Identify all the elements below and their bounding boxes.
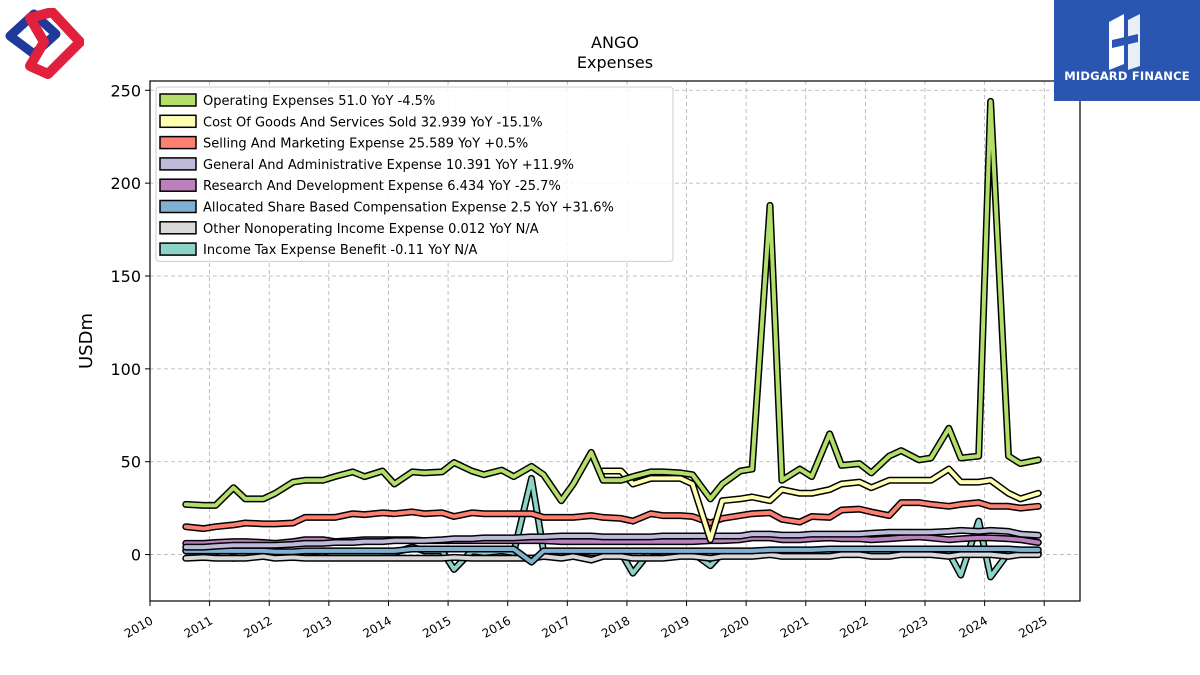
series-line <box>183 476 1041 579</box>
legend-label: Research And Development Expense 6.434 Y… <box>203 179 561 194</box>
legend-swatch <box>159 157 197 171</box>
series-outline <box>182 474 1042 581</box>
x-tick-label: 2011 <box>182 613 215 640</box>
legend-label: Other Nonoperating Income Expense 0.012 … <box>203 222 539 237</box>
brand-logo-icon <box>5 8 84 79</box>
brand-name: MIDGARD FINANCE <box>1064 69 1190 83</box>
y-tick-label: 250 <box>110 81 141 100</box>
x-tick-label: 2013 <box>301 613 334 640</box>
x-tick-label: 2020 <box>718 613 751 640</box>
y-tick-label: 0 <box>131 546 141 565</box>
chart-title: ANGO <box>591 33 639 52</box>
legend-label: General And Administrative Expense 10.39… <box>203 158 574 173</box>
x-tick-label: 2021 <box>778 613 811 640</box>
legend-swatch <box>159 242 197 256</box>
x-tick-label: 2014 <box>361 613 394 640</box>
legend-swatch <box>159 135 197 150</box>
y-tick-label: 50 <box>121 453 141 472</box>
y-tick-label: 100 <box>110 360 141 379</box>
brand-box: MIDGARD FINANCE <box>1054 0 1200 101</box>
x-tick-label: 2022 <box>837 613 870 640</box>
x-tick-label: 2015 <box>420 613 453 640</box>
x-tick-label: 2023 <box>897 613 930 640</box>
x-tick-label: 2019 <box>659 613 692 640</box>
legend-box <box>155 86 674 262</box>
x-tick-label: 2018 <box>599 613 632 640</box>
legend-swatch <box>159 93 197 107</box>
series-group <box>182 97 1042 581</box>
legend-label: Allocated Share Based Compensation Expen… <box>203 201 614 216</box>
series-line <box>601 467 1041 542</box>
legend-label: Cost Of Goods And Services Sold 32.939 Y… <box>203 115 543 130</box>
legend-swatch <box>159 199 197 214</box>
x-tick-label: 2024 <box>957 613 990 640</box>
y-tick-label: 200 <box>110 174 141 193</box>
plot-frame <box>149 80 1081 602</box>
x-tick-label: 2017 <box>539 613 572 640</box>
x-tick-label: 2025 <box>1016 613 1049 640</box>
series-line <box>183 99 1041 508</box>
midgard-logo-icon <box>1109 14 1140 70</box>
series-line <box>183 552 1041 563</box>
x-tick-label: 2010 <box>122 613 155 640</box>
legend-swatch <box>159 221 197 235</box>
series-line <box>183 547 1041 564</box>
legend-label: Operating Expenses 51.0 YoY -4.5% <box>203 94 435 109</box>
legend-swatch <box>159 114 197 129</box>
legend-swatch <box>159 178 197 192</box>
x-tick-label: 2016 <box>480 613 513 640</box>
legend-label: Selling And Marketing Expense 25.589 YoY… <box>203 137 528 152</box>
x-tick-label: 2012 <box>241 613 274 640</box>
legend-label: Income Tax Expense Benefit -0.11 YoY N/A <box>203 243 478 258</box>
chart-subtitle: Expenses <box>577 53 653 72</box>
y-tick-label: 150 <box>110 267 141 286</box>
series-line <box>183 528 1041 550</box>
series-line <box>183 500 1041 531</box>
y-axis-label: USDm <box>76 313 97 369</box>
